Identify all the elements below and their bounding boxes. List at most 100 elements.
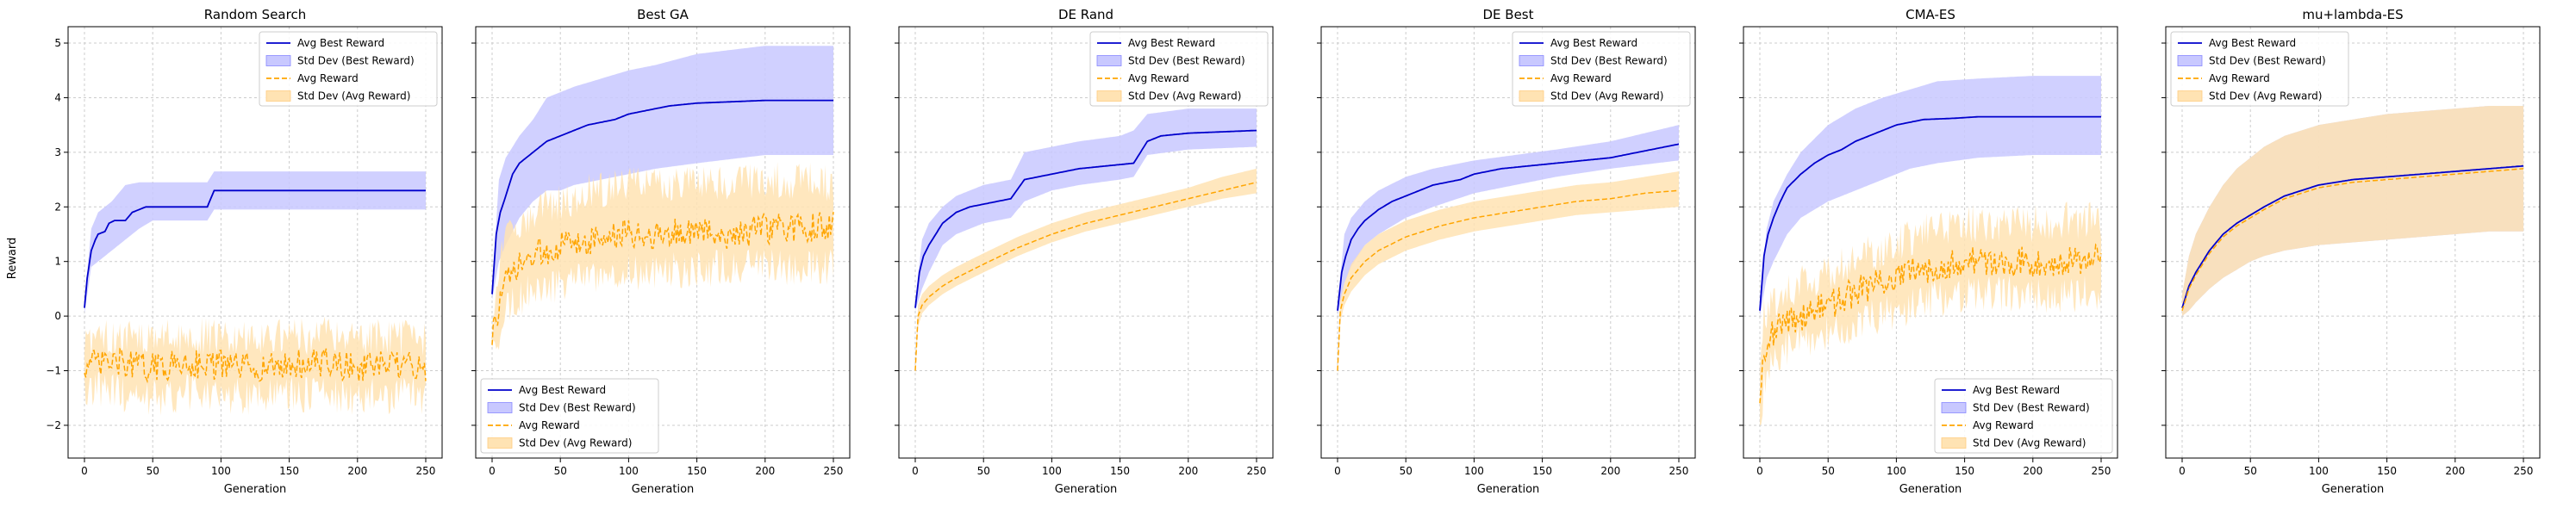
x-tick-label: 50 [1822,465,1835,477]
line-avg-best-reward [1759,115,2101,311]
x-tick-label: 50 [2244,465,2257,477]
legend-entry: Std Dev (Best Reward) [1128,55,1245,67]
band-std-dev-best-reward- [1338,125,1679,317]
y-tick-label: 5 [54,37,61,49]
legend: Avg Best Reward Std Dev (Best Reward) Avg … [259,31,438,107]
legend-entry: Avg Best Reward [1550,37,1637,49]
x-tick-label: 0 [1756,465,1763,477]
legend-swatch [487,402,513,413]
line-avg-best-reward [1337,143,1680,311]
legend-entry: Avg Reward [519,419,580,431]
y-tick-label: 2 [54,201,61,213]
subplot-title: DE Best [1482,7,1533,22]
x-axis-label: Generation [1055,483,1118,496]
y-tick-label: 1 [54,256,61,268]
x-tick-label: 150 [1955,465,1974,477]
legend-swatch [265,55,291,66]
x-axis-label: Generation [632,483,695,496]
legend-entry: Avg Best Reward [1973,384,2060,396]
legend-entry: Avg Best Reward [519,384,606,396]
plot-area [914,108,1257,376]
x-tick-label: 150 [279,465,299,477]
legend-entry: Std Dev (Avg Reward) [519,437,632,449]
line-avg-best-reward [914,129,1257,308]
subplot-3: 0 50 100 150 200 250 DE Rand Generation Avg Best… [895,7,1274,496]
band-std-dev-best-reward- [915,108,1257,311]
axes-frame [2165,26,2541,459]
legend-box [2170,31,2349,107]
x-tick-label: 200 [755,465,775,477]
x-axis-label: Generation [1899,483,1962,496]
legend-swatch [2177,55,2203,66]
legend-swatch [1519,90,1544,102]
band-std-dev-avg-reward- [492,161,833,350]
y-tick-label: 4 [54,91,61,103]
x-tick-label: 200 [2445,465,2465,477]
x-axis-label: Generation [2322,483,2385,496]
x-tick-label: 250 [1247,465,1267,477]
band-std-dev-avg-reward- [2182,106,2523,317]
x-tick-label: 0 [489,465,496,477]
line-avg-reward [1759,243,2102,404]
subplot-title: Random Search [204,7,306,22]
subplot-5: 0 50 100 150 200 250 CMA-ES Generation Avg Best … [1739,7,2118,496]
x-tick-label: 0 [81,465,88,477]
legend-swatch [2177,90,2203,102]
legend-entry: Avg Best Reward [1128,37,1215,49]
legend-entry: Std Dev (Avg Reward) [297,90,410,102]
plot-area [1337,125,1680,376]
line-avg-best-reward [491,99,833,294]
subplot-6: 0 50 100 150 200 250 mu+lambda-ES Generation Avg… [2161,7,2541,496]
x-tick-label: 150 [1532,465,1552,477]
x-tick-label: 250 [824,465,844,477]
axes-frame [898,26,1274,459]
x-tick-label: 150 [2377,465,2397,477]
axes-frame [1743,26,2118,459]
axes-frame [67,26,443,459]
line-avg-reward [84,347,427,384]
x-tick-label: 250 [1669,465,1689,477]
x-tick-label: 0 [912,465,919,477]
legend-entry: Avg Best Reward [297,37,384,49]
legend: Avg Best Reward Std Dev (Best Reward) Avg … [1512,31,1691,107]
legend-swatch [487,437,513,449]
line-avg-best-reward [84,189,426,308]
legend-box [480,378,659,454]
line-avg-reward [2181,168,2524,312]
x-tick-label: 100 [619,465,639,477]
legend-swatch [1096,55,1122,66]
line-avg-reward [914,181,1257,371]
legend-swatch [1519,55,1544,66]
y-axis-label: Reward [6,238,19,279]
legend-swatch [265,90,291,102]
subplot-title: Best GA [637,7,689,22]
band-std-dev-best-reward- [84,171,426,313]
line-avg-reward [491,212,834,345]
axes-frame [475,26,851,459]
x-tick-label: 50 [147,465,159,477]
subplot-title: DE Rand [1058,7,1113,22]
subplot-title: mu+lambda-ES [2302,7,2403,22]
x-tick-label: 100 [2309,465,2329,477]
line-avg-reward [1337,189,1680,371]
x-tick-label: 200 [347,465,367,477]
legend-swatch [1941,402,1967,413]
plot-area [1759,76,2102,426]
band-std-dev-avg-reward- [84,316,426,416]
subplot-2: 0 50 100 150 200 250 Best GA Generation Avg Best… [471,7,851,496]
legend-entry: Avg Reward [1550,72,1612,84]
x-tick-label: 0 [1334,465,1341,477]
legend-entry: Avg Reward [2209,72,2270,84]
x-axis-label: Generation [1477,483,1540,496]
x-tick-label: 100 [211,465,231,477]
plot-area [2181,106,2524,317]
legend: Avg Best Reward Std Dev (Best Reward) Avg … [1089,31,1269,107]
band-std-dev-avg-reward- [1760,201,2101,426]
subplot-1: 0 50 100 150 200 250 −2 −1 0 1 2 3 4 5 Random Search Ge… [46,7,443,496]
legend-entry: Avg Reward [1128,72,1189,84]
legend-entry: Std Dev (Avg Reward) [2209,90,2322,102]
y-tick-label: −2 [46,419,61,431]
legend-entry: Std Dev (Best Reward) [1550,55,1668,67]
legend-box [1934,378,2113,454]
